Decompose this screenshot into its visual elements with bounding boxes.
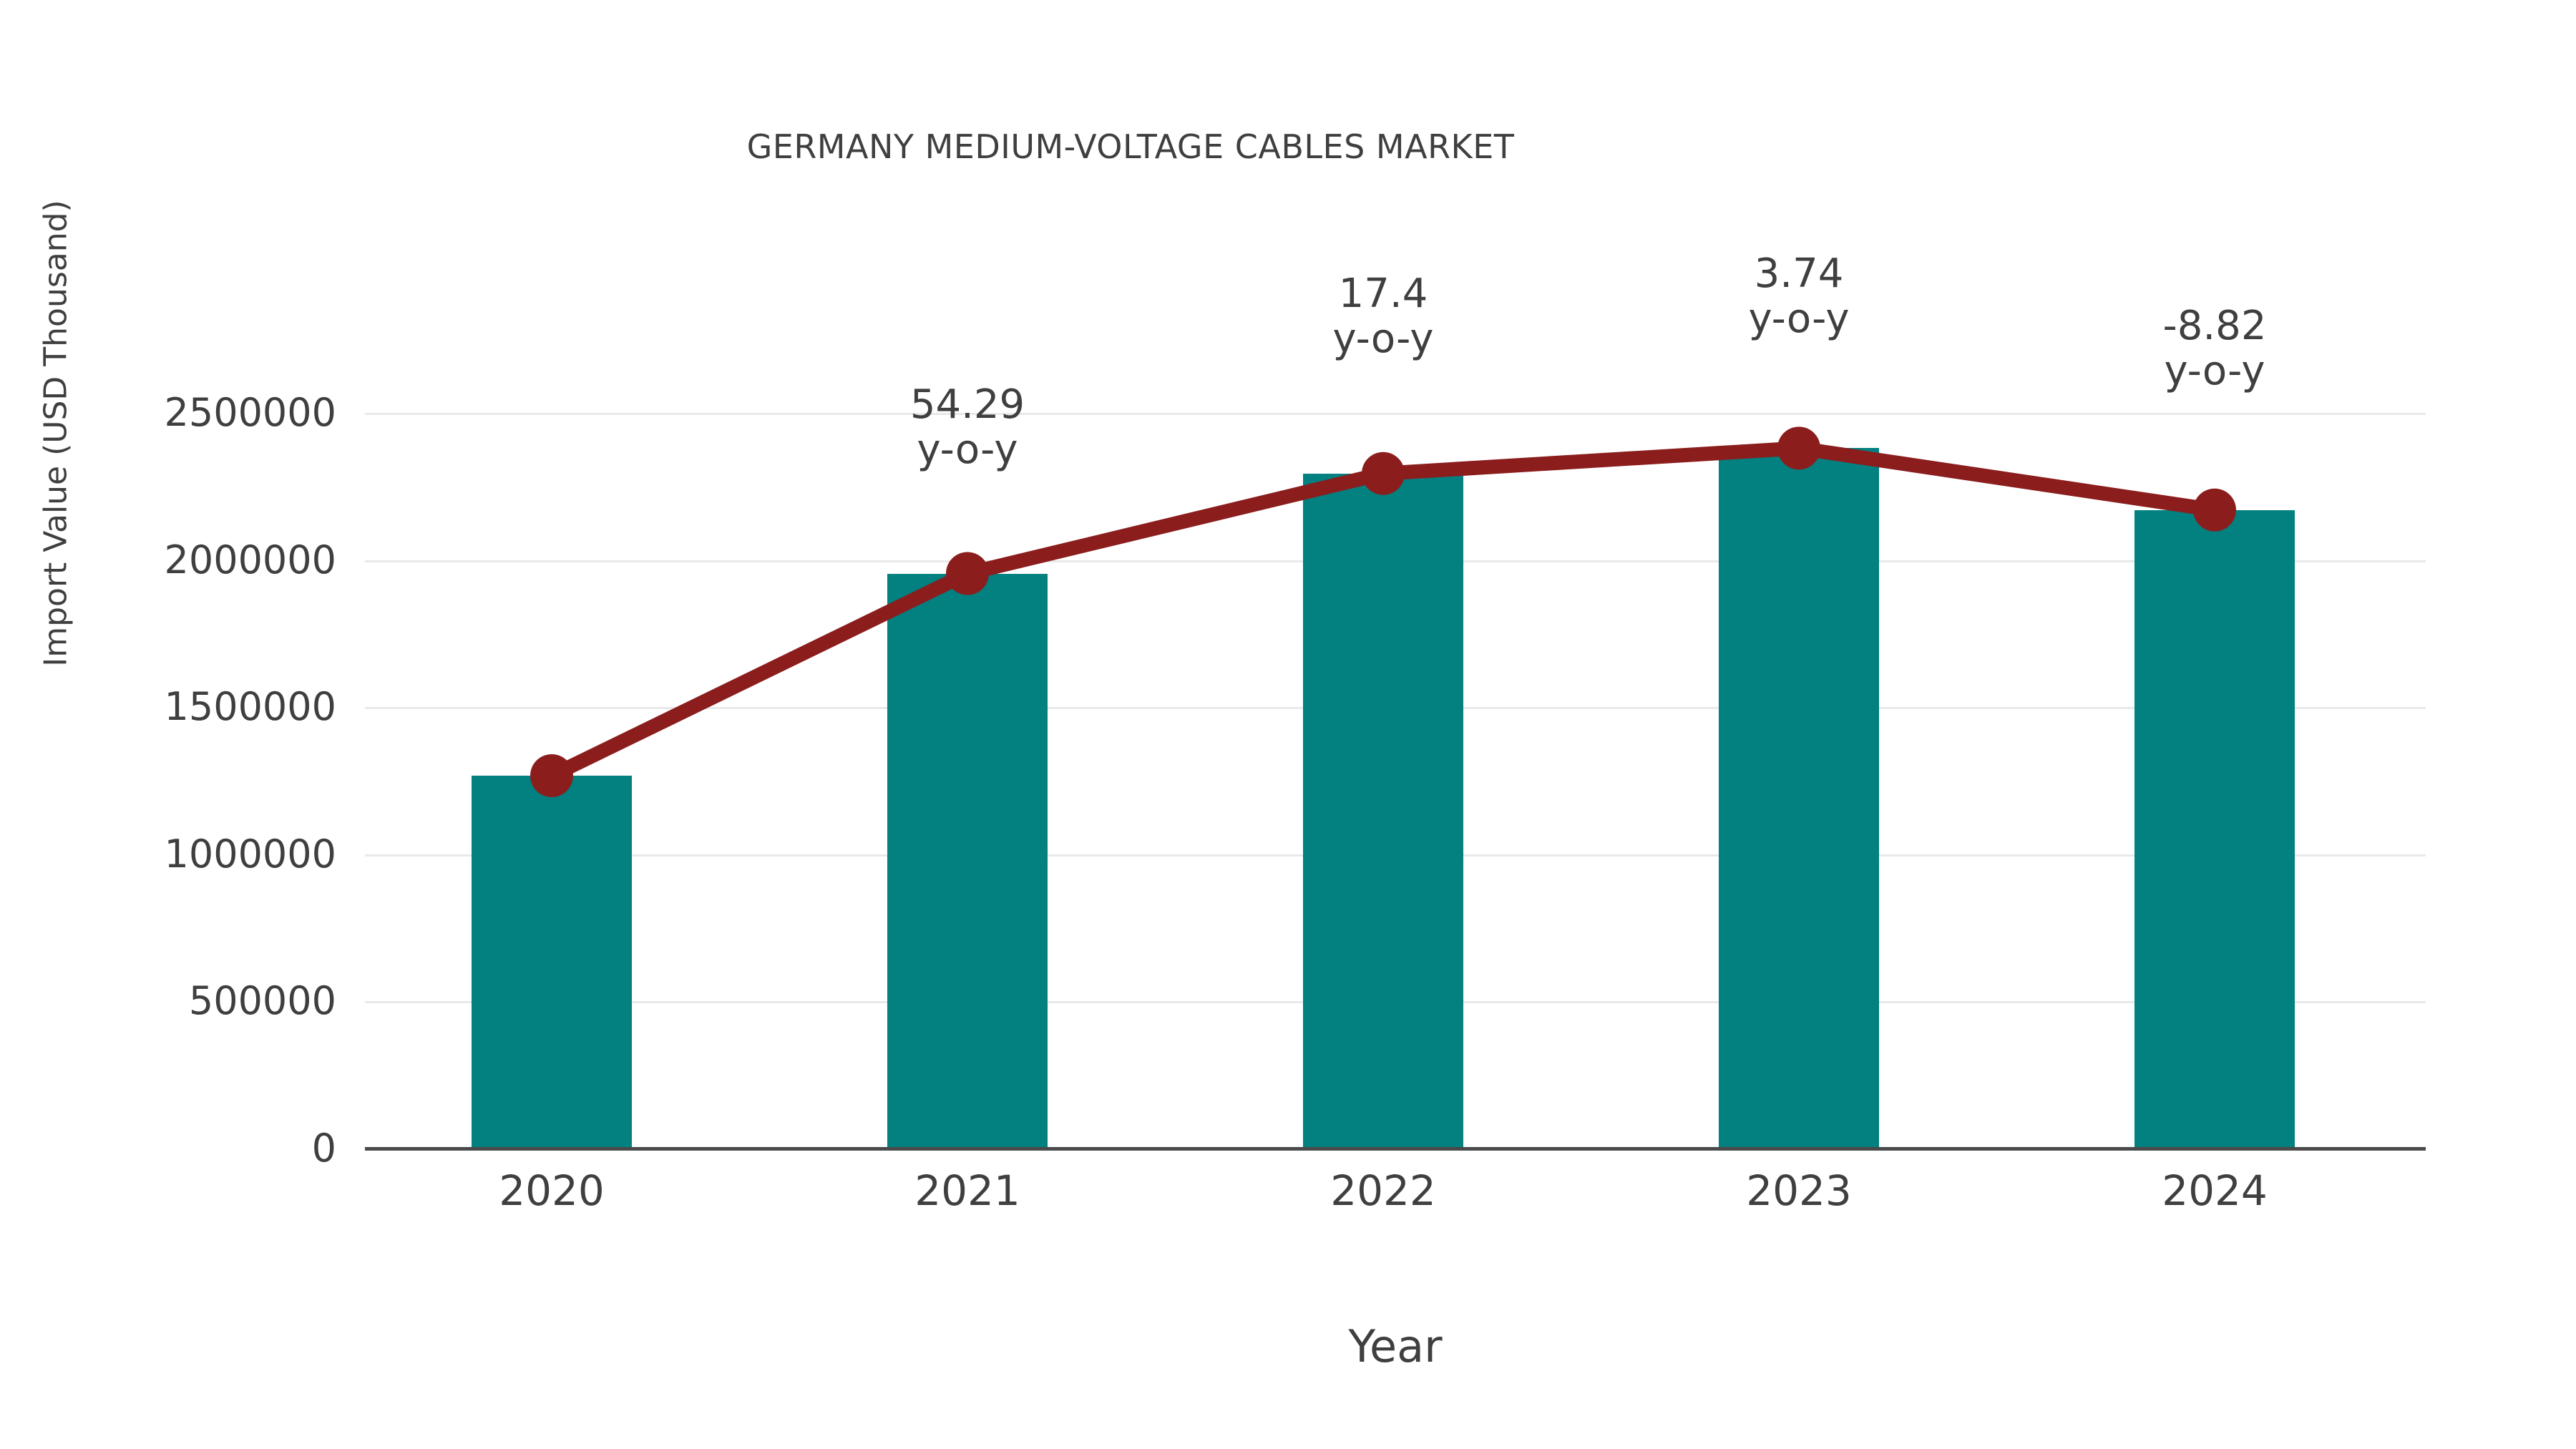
bar-2020[interactable] <box>472 776 632 1148</box>
annotation-2022-unit: y-o-y <box>1332 315 1434 362</box>
y-tick-label-2000000: 2000000 <box>164 537 337 582</box>
y-tick-label-0: 0 <box>311 1126 336 1171</box>
annotation-2023-value: 3.74 <box>1754 250 1844 297</box>
y-tick-label-500000: 500000 <box>188 978 336 1023</box>
chart-title: GERMANY MEDIUM-VOLTAGE CABLES MARKET <box>746 127 1515 166</box>
gridline-2500000 <box>365 413 2426 415</box>
bar-2022[interactable] <box>1303 473 1463 1148</box>
x-tick-label-2021: 2021 <box>914 1166 1020 1215</box>
y-tick-label-1500000: 1500000 <box>164 684 337 729</box>
annotation-2022: 17.4 y-o-y <box>1332 270 1434 362</box>
x-axis-title: Year <box>1348 1320 1443 1372</box>
y-tick-label-2500000: 2500000 <box>164 390 337 435</box>
annotation-2023: 3.74 y-o-y <box>1748 250 1850 342</box>
annotation-2024-unit: y-o-y <box>2164 347 2265 394</box>
annotation-2024-value: -8.82 <box>2162 303 2267 349</box>
bar-2023[interactable] <box>1719 448 1879 1148</box>
x-tick-label-2024: 2024 <box>2162 1166 2268 1215</box>
annotation-2021-value: 54.29 <box>909 381 1025 428</box>
bar-2024[interactable] <box>2135 509 2295 1148</box>
x-tick-label-2022: 2022 <box>1330 1166 1436 1215</box>
annotation-2024: -8.82 y-o-y <box>2162 303 2267 394</box>
x-axis-line <box>365 1147 2426 1151</box>
annotation-2023-unit: y-o-y <box>1748 295 1850 342</box>
plot-area <box>365 372 2426 1148</box>
annotation-2022-value: 17.4 <box>1338 270 1428 317</box>
x-tick-label-2020: 2020 <box>499 1166 605 1215</box>
annotation-2021: 54.29 y-o-y <box>909 381 1025 473</box>
bar-2021[interactable] <box>887 573 1048 1148</box>
y-tick-label-1000000: 1000000 <box>164 831 337 877</box>
x-tick-label-2023: 2023 <box>1746 1166 1852 1215</box>
y-axis-title: Import Value (USD Thousand) <box>37 200 74 667</box>
annotation-2021-unit: y-o-y <box>917 426 1018 473</box>
